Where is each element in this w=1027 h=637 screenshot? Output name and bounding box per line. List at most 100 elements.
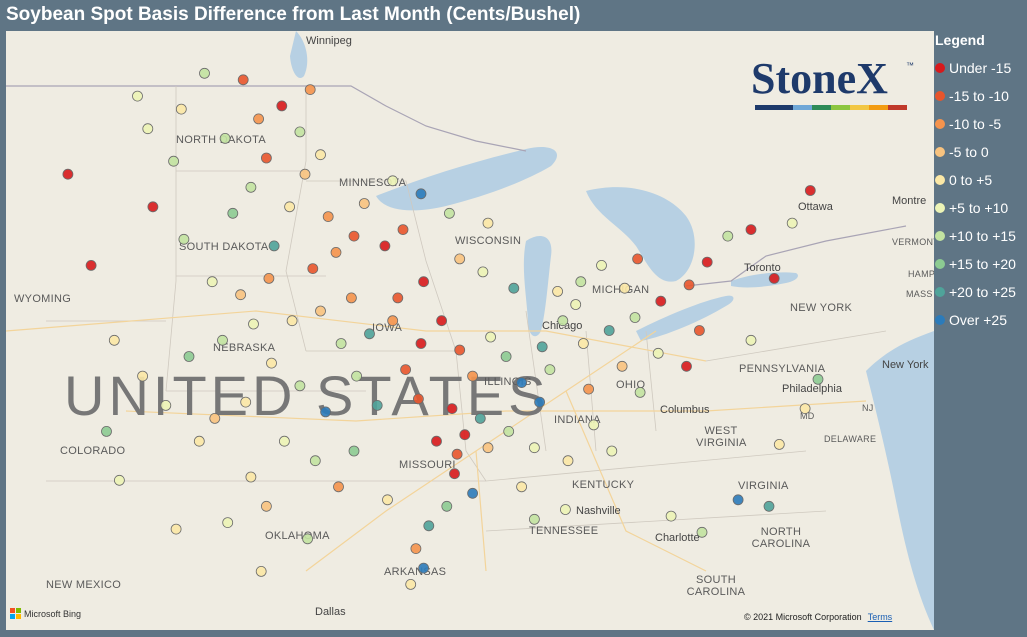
elevator-point[interactable]	[307, 263, 319, 275]
elevator-point[interactable]	[335, 338, 347, 349]
elevator-point[interactable]	[655, 295, 667, 307]
elevator-point[interactable]	[400, 364, 412, 376]
elevator-point[interactable]	[183, 351, 195, 362]
elevator-point[interactable]	[263, 272, 275, 284]
elevator-point[interactable]	[255, 566, 267, 577]
elevator-point[interactable]	[619, 282, 631, 294]
elevator-point[interactable]	[286, 315, 298, 327]
elevator-point[interactable]	[629, 312, 641, 323]
elevator-point[interactable]	[529, 442, 540, 454]
elevator-point[interactable]	[570, 299, 582, 310]
elevator-point[interactable]	[812, 373, 824, 385]
elevator-point[interactable]	[508, 282, 520, 294]
elevator-point[interactable]	[696, 526, 708, 538]
elevator-point[interactable]	[459, 429, 471, 441]
elevator-point[interactable]	[768, 272, 780, 284]
elevator-point[interactable]	[482, 217, 494, 229]
elevator-point[interactable]	[132, 90, 143, 102]
elevator-point[interactable]	[578, 338, 589, 349]
legend-item[interactable]: Over +25	[935, 306, 1027, 334]
map-canvas[interactable]: UNITED STATES NORTH DAKOTA SOUTH DAKOTA …	[6, 31, 934, 630]
elevator-point[interactable]	[477, 266, 489, 278]
elevator-point[interactable]	[446, 403, 458, 415]
elevator-point[interactable]	[423, 520, 435, 532]
elevator-point[interactable]	[415, 338, 427, 349]
elevator-point[interactable]	[235, 289, 247, 301]
elevator-point[interactable]	[320, 406, 332, 418]
elevator-point[interactable]	[284, 201, 296, 213]
elevator-point[interactable]	[536, 341, 548, 353]
elevator-point[interactable]	[575, 276, 587, 288]
elevator-point[interactable]	[315, 305, 326, 317]
elevator-point[interactable]	[371, 399, 383, 411]
elevator-point[interactable]	[482, 442, 494, 454]
elevator-point[interactable]	[101, 425, 112, 437]
elevator-point[interactable]	[178, 233, 190, 245]
elevator-point[interactable]	[652, 347, 664, 359]
elevator-point[interactable]	[418, 562, 430, 574]
elevator-point[interactable]	[467, 370, 479, 382]
elevator-point[interactable]	[358, 198, 370, 209]
elevator-point[interactable]	[108, 334, 120, 346]
elevator-point[interactable]	[333, 481, 344, 493]
elevator-point[interactable]	[694, 325, 705, 336]
terms-link[interactable]: Terms	[867, 612, 893, 622]
legend-item[interactable]: +5 to +10	[935, 194, 1027, 222]
legend-item[interactable]: 0 to +5	[935, 166, 1027, 194]
elevator-point[interactable]	[219, 133, 231, 144]
elevator-point[interactable]	[431, 435, 442, 447]
elevator-point[interactable]	[193, 435, 205, 447]
elevator-point[interactable]	[412, 393, 424, 405]
elevator-point[interactable]	[315, 149, 326, 161]
elevator-point[interactable]	[240, 396, 252, 408]
elevator-point[interactable]	[485, 331, 497, 343]
elevator-point[interactable]	[268, 240, 280, 252]
legend-item[interactable]: -15 to -10	[935, 82, 1027, 110]
elevator-point[interactable]	[603, 325, 615, 336]
elevator-point[interactable]	[418, 276, 430, 288]
elevator-point[interactable]	[62, 168, 74, 180]
elevator-point[interactable]	[206, 276, 218, 288]
elevator-point[interactable]	[237, 74, 249, 86]
elevator-point[interactable]	[454, 344, 466, 356]
elevator-point[interactable]	[451, 448, 463, 460]
elevator-point[interactable]	[799, 403, 811, 415]
elevator-point[interactable]	[500, 351, 512, 362]
elevator-point[interactable]	[763, 500, 775, 512]
elevator-point[interactable]	[392, 292, 404, 304]
elevator-point[interactable]	[415, 188, 427, 200]
elevator-point[interactable]	[175, 103, 187, 115]
elevator-point[interactable]	[278, 435, 290, 447]
elevator-point[interactable]	[302, 533, 314, 545]
elevator-point[interactable]	[387, 315, 399, 327]
elevator-point[interactable]	[467, 487, 479, 499]
bing-attribution[interactable]: Microsoft Bing	[10, 608, 81, 619]
elevator-point[interactable]	[397, 224, 409, 236]
elevator-point[interactable]	[253, 113, 265, 125]
elevator-point[interactable]	[379, 240, 391, 252]
elevator-point[interactable]	[516, 377, 527, 389]
elevator-point[interactable]	[364, 328, 375, 340]
elevator-point[interactable]	[722, 230, 734, 242]
elevator-point[interactable]	[405, 579, 417, 590]
elevator-point[interactable]	[345, 292, 357, 304]
elevator-point[interactable]	[681, 360, 692, 372]
elevator-point[interactable]	[745, 334, 757, 346]
elevator-point[interactable]	[266, 357, 277, 369]
elevator-point[interactable]	[199, 67, 210, 79]
elevator-point[interactable]	[701, 256, 713, 268]
elevator-point[interactable]	[217, 334, 228, 346]
elevator-point[interactable]	[245, 471, 257, 483]
elevator-point[interactable]	[260, 152, 272, 164]
elevator-point[interactable]	[170, 523, 182, 535]
elevator-point[interactable]	[114, 474, 125, 486]
elevator-point[interactable]	[732, 494, 744, 506]
elevator-point[interactable]	[299, 168, 311, 180]
elevator-point[interactable]	[557, 315, 569, 327]
elevator-point[interactable]	[632, 253, 643, 265]
elevator-point[interactable]	[583, 383, 594, 395]
elevator-point[interactable]	[745, 224, 757, 236]
elevator-point[interactable]	[348, 445, 360, 457]
elevator-point[interactable]	[634, 386, 646, 398]
elevator-point[interactable]	[245, 181, 257, 193]
